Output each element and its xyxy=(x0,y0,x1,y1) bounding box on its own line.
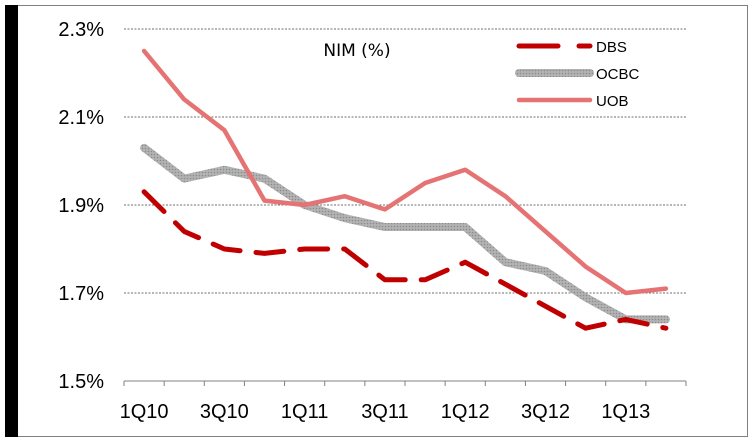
legend-label-uob: UOB xyxy=(596,93,629,110)
legend-label-dbs: DBS xyxy=(596,39,627,56)
legend: DBS OCBC UOB xyxy=(515,39,640,110)
legend-label-ocbc: OCBC xyxy=(596,66,640,83)
gridlines xyxy=(124,28,686,294)
series-line-ocbc xyxy=(140,143,670,324)
left-accent-bar xyxy=(5,5,18,437)
y-tick-label: 2.1% xyxy=(58,107,104,129)
y-tick-label: 2.3% xyxy=(58,19,104,41)
chart-title: NIM (%) xyxy=(323,41,390,61)
x-tick-label: 3Q10 xyxy=(200,401,249,423)
y-tick-label: 1.5% xyxy=(58,371,104,393)
series-lines xyxy=(140,48,670,331)
series-line-dbs xyxy=(141,189,669,331)
chart-frame xyxy=(5,5,748,437)
series-line-uob xyxy=(141,48,669,296)
x-tick-label: 3Q11 xyxy=(361,401,408,423)
x-tick-label: 1Q10 xyxy=(120,401,169,423)
x-tick-label: 3Q12 xyxy=(521,401,570,423)
y-tick-label: 1.7% xyxy=(58,283,104,305)
x-axis: 1Q10 3Q10 1Q11 3Q11 1Q12 3Q12 1Q13 xyxy=(120,380,687,423)
x-tick-label: 1Q12 xyxy=(441,401,490,423)
y-axis: 2.3% 2.1% 1.9% 1.7% 1.5% xyxy=(58,19,104,393)
y-tick-label: 1.9% xyxy=(58,195,104,217)
x-tick-label: 1Q13 xyxy=(601,401,650,423)
x-tick-label: 1Q11 xyxy=(281,401,328,423)
